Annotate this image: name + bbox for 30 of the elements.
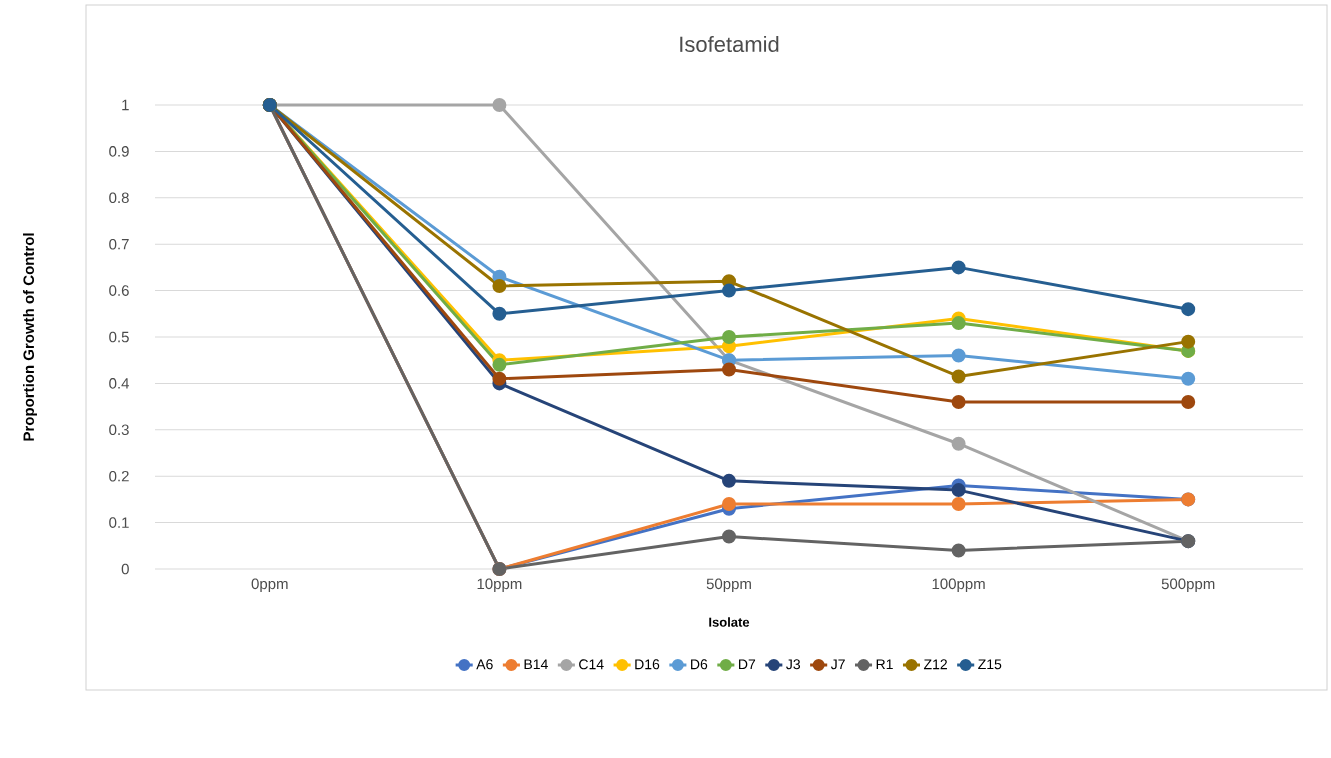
y-tick-label: 0.3 bbox=[109, 424, 129, 436]
legend-label: D16 bbox=[635, 659, 660, 670]
legend-label: Z15 bbox=[978, 659, 1002, 670]
legend-label: D6 bbox=[691, 659, 708, 670]
legend-label: R1 bbox=[876, 659, 893, 670]
x-tick-label: 50ppm bbox=[706, 578, 751, 593]
legend-label: C14 bbox=[579, 659, 604, 670]
y-tick-label: 0.8 bbox=[109, 192, 129, 204]
y-axis-title: Proportion Growth of Control bbox=[23, 233, 37, 441]
legend-label: Z12 bbox=[923, 659, 947, 670]
y-tick-label: 0.1 bbox=[109, 517, 129, 528]
legend-label: A6 bbox=[476, 659, 493, 670]
x-tick-label: 0ppm bbox=[251, 578, 288, 593]
y-tick-label: 1 bbox=[122, 99, 129, 111]
y-tick-label: 0 bbox=[121, 563, 129, 575]
y-tick-label: 0.4 bbox=[109, 378, 130, 389]
legend-label: B14 bbox=[524, 659, 548, 670]
legend-label: J3 bbox=[786, 659, 801, 670]
legend-label: D7 bbox=[739, 659, 756, 670]
y-tick-label: 0.9 bbox=[109, 146, 129, 157]
y-tick-label: 0.5 bbox=[109, 331, 129, 343]
legend-label: J7 bbox=[830, 659, 845, 670]
y-tick-label: 0.7 bbox=[109, 238, 129, 250]
x-tick-label: 10ppm bbox=[477, 578, 522, 593]
x-tick-label: 100ppm bbox=[932, 578, 985, 593]
x-axis-title: Isolate bbox=[709, 617, 750, 627]
y-tick-label: 0.6 bbox=[109, 285, 129, 296]
x-tick-label: 500ppm bbox=[1161, 578, 1215, 593]
y-tick-label: 0.2 bbox=[109, 470, 129, 482]
chart-title: Isofetamid bbox=[680, 35, 779, 53]
